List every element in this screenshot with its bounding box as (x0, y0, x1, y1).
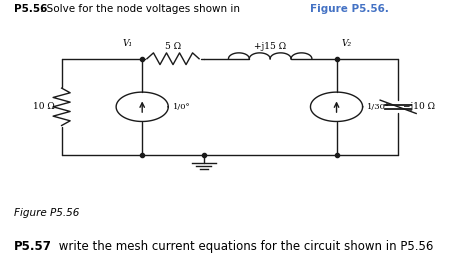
Text: . Solve for the node voltages shown in: . Solve for the node voltages shown in (40, 4, 244, 14)
Text: Figure P5.56.: Figure P5.56. (310, 4, 389, 14)
Text: Figure P5.56: Figure P5.56 (14, 208, 80, 218)
Text: 1/0°: 1/0° (173, 103, 191, 111)
Text: 10 Ω: 10 Ω (33, 102, 55, 111)
Text: V₁: V₁ (123, 39, 133, 48)
Text: −j10 Ω: −j10 Ω (403, 102, 435, 111)
Text: write the mesh current equations for the circuit shown in P5.56: write the mesh current equations for the… (55, 240, 433, 253)
Text: +j15 Ω: +j15 Ω (254, 42, 286, 51)
Text: P5.57: P5.57 (14, 240, 52, 253)
Text: V₂: V₂ (341, 39, 351, 48)
Text: 1/30°: 1/30° (367, 103, 391, 111)
Text: 5 Ω: 5 Ω (165, 42, 181, 51)
Text: P5.56: P5.56 (14, 4, 47, 14)
